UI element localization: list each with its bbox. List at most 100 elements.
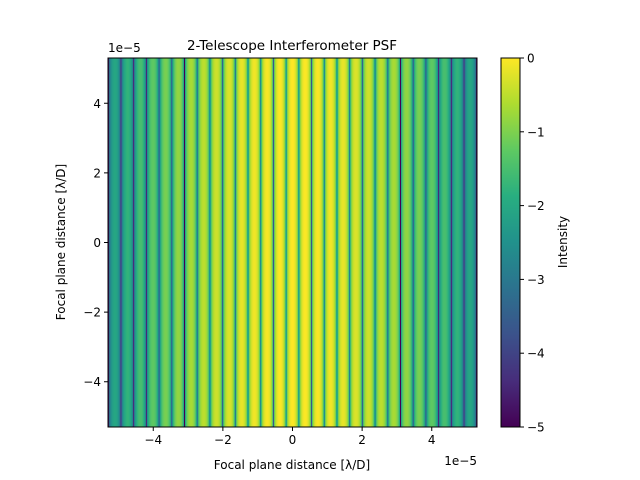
heatmap-column — [308, 58, 310, 427]
heatmap-column — [168, 58, 170, 427]
heatmap-column — [394, 58, 396, 427]
heatmap-column — [297, 58, 299, 427]
heatmap-column — [248, 58, 250, 427]
heatmap-column — [342, 58, 344, 427]
heatmap-column — [417, 58, 419, 427]
heatmap-column — [364, 58, 366, 427]
heatmap-column — [302, 58, 304, 427]
heatmap-column — [459, 58, 461, 427]
heatmap-column — [215, 58, 217, 427]
heatmap-column — [118, 58, 120, 427]
heatmap-column — [382, 58, 384, 427]
heatmap-column — [120, 58, 122, 427]
heatmap-column — [155, 58, 157, 427]
colorbar-tick-label: −5 — [527, 421, 545, 435]
heatmap-column — [205, 58, 207, 427]
heatmap-column — [391, 58, 393, 427]
heatmap-column — [393, 58, 395, 427]
heatmap-column — [231, 58, 233, 427]
heatmap-column — [451, 58, 453, 427]
heatmap-column — [169, 58, 171, 427]
heatmap-column — [128, 58, 130, 427]
heatmap-column — [127, 58, 129, 427]
heatmap-column — [247, 58, 249, 427]
x-tick-label: 2 — [358, 433, 366, 447]
heatmap-column — [332, 58, 334, 427]
x-tick-label: 4 — [428, 433, 436, 447]
heatmap-column — [199, 58, 201, 427]
heatmap-column — [325, 58, 327, 427]
heatmap-column — [132, 58, 134, 427]
heatmap-column — [207, 58, 209, 427]
heatmap-column — [236, 58, 238, 427]
heatmap-column — [419, 58, 421, 427]
heatmap-column — [405, 58, 407, 427]
heatmap-column — [310, 58, 312, 427]
heatmap-column — [154, 58, 156, 427]
heatmap-column — [473, 58, 475, 427]
heatmap-column — [430, 58, 432, 427]
heatmap-column — [192, 58, 194, 427]
heatmap-column — [341, 58, 343, 427]
heatmap-column — [337, 58, 339, 427]
x-offset-text: 1e−5 — [444, 454, 477, 468]
heatmap-column — [222, 58, 224, 427]
heatmap-column — [355, 58, 357, 427]
heatmap-column — [446, 58, 448, 427]
heatmap-column — [135, 58, 137, 427]
heatmap-column — [254, 58, 256, 427]
heatmap-column — [227, 58, 229, 427]
heatmap-column — [214, 58, 216, 427]
heatmap-column — [456, 58, 458, 427]
heatmap-column — [172, 58, 174, 427]
heatmap-column — [198, 58, 200, 427]
heatmap-column — [398, 58, 400, 427]
heatmap-column — [264, 58, 266, 427]
heatmap-column — [290, 58, 292, 427]
heatmap-column — [359, 58, 361, 427]
heatmap-column — [304, 58, 306, 427]
heatmap-column — [156, 58, 158, 427]
heatmap-column — [240, 58, 242, 427]
heatmap-column — [146, 58, 148, 427]
heatmap-column — [370, 58, 372, 427]
heatmap-column — [255, 58, 257, 427]
colorbar-tick-label: 0 — [527, 52, 535, 66]
heatmap-column — [420, 58, 422, 427]
y-tick-label: −4 — [83, 375, 101, 389]
y-tick-label: 4 — [93, 97, 101, 111]
heatmap-column — [176, 58, 178, 427]
heatmap-column — [388, 58, 390, 427]
heatmap-column — [471, 58, 473, 427]
heatmap-column — [460, 58, 462, 427]
heatmap-column — [358, 58, 360, 427]
heatmap-column — [381, 58, 383, 427]
y-offset-text: 1e−5 — [108, 41, 141, 55]
heatmap-column — [346, 58, 348, 427]
heatmap-column — [386, 58, 388, 427]
heatmap-column — [194, 58, 196, 427]
y-tick-label: 2 — [93, 166, 101, 180]
heatmap-column — [257, 58, 259, 427]
heatmap-column — [375, 58, 377, 427]
heatmap-column — [201, 58, 203, 427]
heatmap-column — [334, 58, 336, 427]
heatmap-column — [190, 58, 192, 427]
x-axis-ticks: −4 −2 0 2 4 — [144, 427, 436, 447]
heatmap-column — [224, 58, 226, 427]
heatmap-column — [252, 58, 254, 427]
heatmap-column — [262, 58, 264, 427]
heatmap-column — [354, 58, 356, 427]
heatmap-column — [216, 58, 218, 427]
heatmap-column — [188, 58, 190, 427]
heatmap-column — [343, 58, 345, 427]
heatmap-column — [197, 58, 199, 427]
heatmap-column — [373, 58, 375, 427]
heatmap-column — [131, 58, 133, 427]
heatmap-column — [454, 58, 456, 427]
heatmap-column — [217, 58, 219, 427]
heatmap-column — [246, 58, 248, 427]
heatmap-column — [218, 58, 220, 427]
heatmap-column — [344, 58, 346, 427]
heatmap-column — [269, 58, 271, 427]
